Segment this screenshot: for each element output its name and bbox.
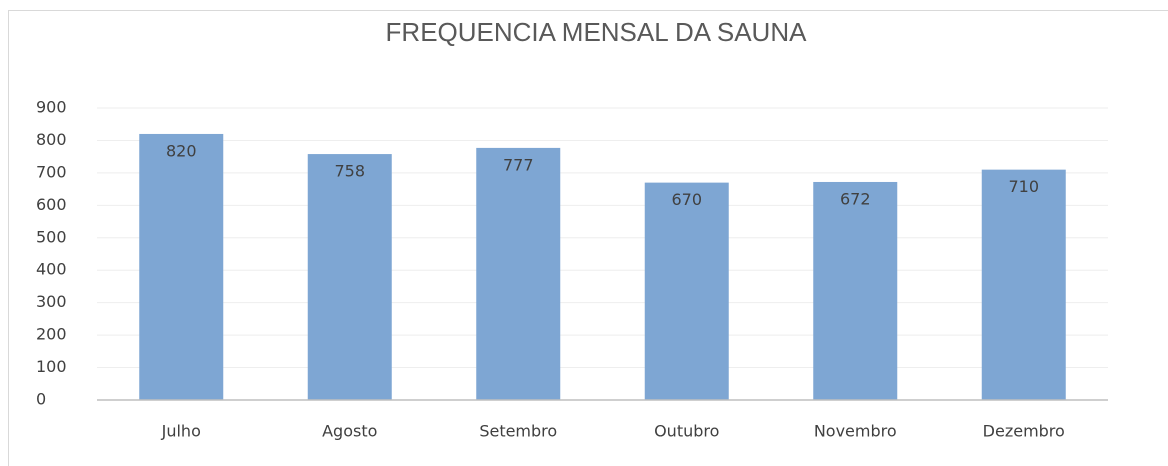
y-tick-label: 0	[36, 390, 46, 409]
x-tick-label: Dezembro	[983, 422, 1065, 441]
x-tick-label: Julho	[161, 422, 201, 441]
data-label: 820	[166, 141, 197, 160]
data-label: 777	[503, 155, 534, 174]
y-tick-label: 700	[36, 162, 67, 181]
y-tick-label: 400	[36, 260, 67, 279]
data-label: 670	[671, 190, 702, 209]
y-tick-label: 900	[36, 98, 67, 117]
chart-title: FREQUENCIA MENSAL DA SAUNA	[386, 17, 808, 47]
y-tick-label: 500	[36, 227, 67, 246]
bar	[307, 154, 392, 400]
bar	[644, 182, 729, 400]
y-tick-label: 600	[36, 195, 67, 214]
data-label: 710	[1008, 177, 1039, 196]
y-tick-label: 200	[36, 325, 67, 344]
bar	[139, 133, 224, 400]
y-tick-label: 300	[36, 292, 67, 311]
bar	[813, 181, 898, 400]
y-tick-label: 800	[36, 130, 67, 149]
x-tick-label: Agosto	[322, 422, 377, 441]
bar	[981, 169, 1066, 400]
data-label: 758	[334, 162, 365, 181]
x-tick-label: Setembro	[479, 422, 557, 441]
bar	[476, 147, 561, 400]
data-label: 672	[840, 189, 871, 208]
x-tick-label: Outubro	[654, 422, 719, 441]
y-tick-label: 100	[36, 357, 67, 376]
x-tick-label: Novembro	[814, 422, 897, 441]
